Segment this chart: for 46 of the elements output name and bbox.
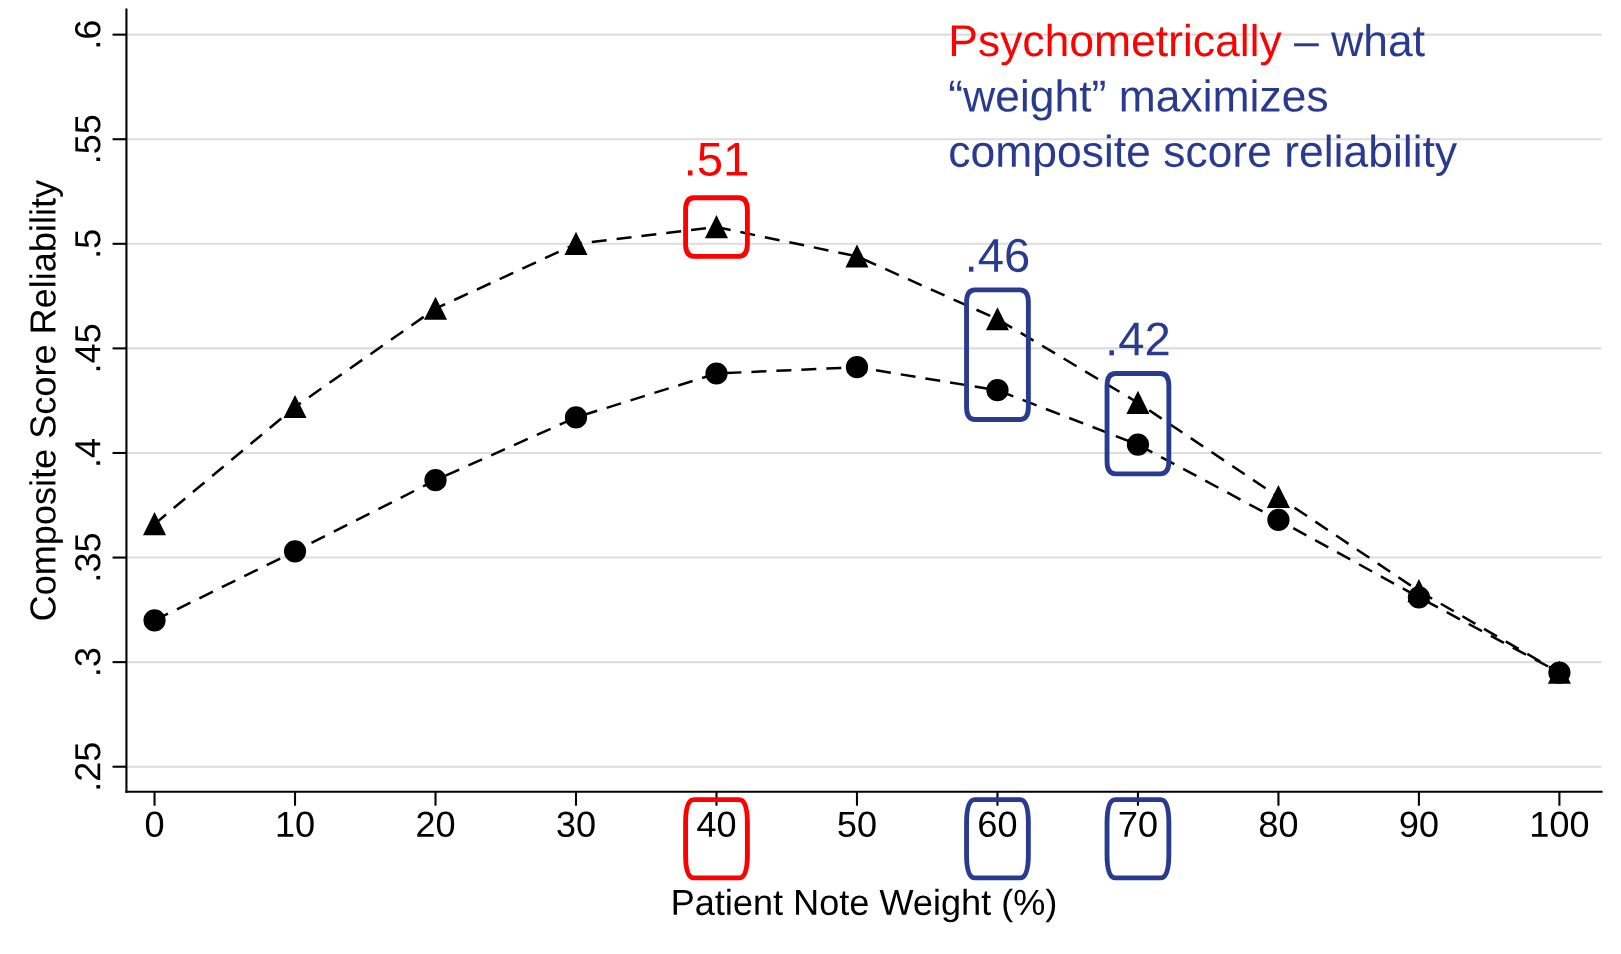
point xyxy=(564,406,588,429)
x-tick-label: 50 xyxy=(838,811,876,838)
x-tick-label: 40 xyxy=(697,811,736,838)
x-tick-label: 0 xyxy=(145,811,164,838)
y-tick-label: .55 xyxy=(75,115,101,162)
y-tick-label: .25 xyxy=(74,743,101,789)
point xyxy=(424,469,447,492)
x-tick-label: 90 xyxy=(1400,811,1438,838)
point xyxy=(1407,586,1431,609)
y-tick-label: .3 xyxy=(74,648,101,674)
point xyxy=(143,609,166,632)
point xyxy=(1267,485,1290,509)
point xyxy=(845,356,869,379)
x-axis-title: Patient Note Weight (%) xyxy=(673,888,1056,923)
point xyxy=(845,245,869,268)
annotation: “weight” maximizes xyxy=(949,79,1327,121)
point xyxy=(1126,391,1150,414)
point xyxy=(424,297,447,320)
point xyxy=(705,362,728,385)
point xyxy=(283,395,307,419)
point xyxy=(1126,433,1150,456)
point xyxy=(564,232,588,255)
x-tick-label: 20 xyxy=(417,811,455,838)
x-tick-label: 10 xyxy=(277,811,314,838)
y-tick-label: .6 xyxy=(74,21,101,47)
x-tick-label: 70 xyxy=(1119,811,1157,838)
point xyxy=(143,512,166,536)
x-tick-label: 60 xyxy=(979,811,1017,838)
annotation: .42 xyxy=(1109,322,1169,356)
x-tick-label: 80 xyxy=(1259,811,1298,838)
point xyxy=(986,379,1009,402)
annotation: composite score reliability xyxy=(950,134,1458,176)
point xyxy=(1267,508,1290,532)
x-tick-label: 30 xyxy=(557,811,595,838)
annotation: .51 xyxy=(687,142,747,176)
y-tick-label: .5 xyxy=(75,230,101,256)
y-tick-label: .4 xyxy=(75,438,101,465)
point xyxy=(986,307,1009,331)
x-tick-label: 100 xyxy=(1532,811,1589,838)
y-tick-label: .35 xyxy=(74,533,101,580)
y-axis-title: Composite Score Reliability xyxy=(29,179,63,620)
annotation: .46 xyxy=(968,238,1029,273)
annotation: – what xyxy=(1294,23,1425,57)
annotation: Psychometrically xyxy=(951,23,1282,66)
y-tick-label: .45 xyxy=(75,324,101,371)
point xyxy=(283,540,307,563)
